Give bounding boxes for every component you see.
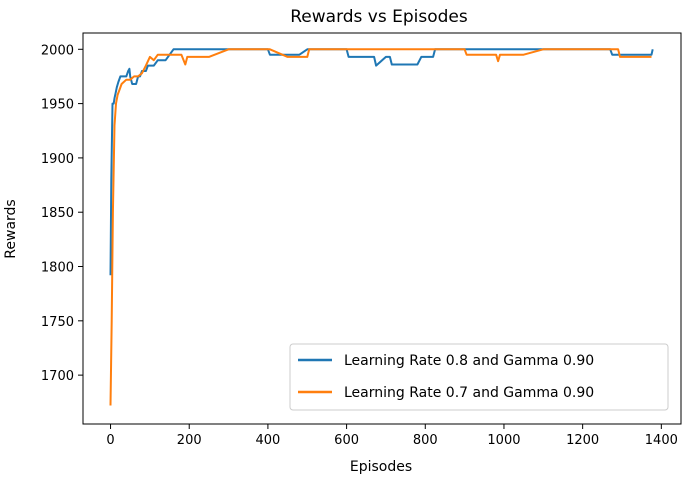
series-line-0 xyxy=(109,48,654,276)
y-tick-label: 1850 xyxy=(41,206,74,221)
y-tick-label: 2000 xyxy=(41,43,74,58)
y-axis-ticks: 1700 1750 1800 1850 1900 1950 2000 xyxy=(41,43,83,384)
plot-frame xyxy=(82,32,682,425)
y-tick-label: 1800 xyxy=(41,261,74,276)
legend-label-lr-0.8: Learning Rate 0.8 and Gamma 0.90 xyxy=(344,353,594,369)
x-tick-label: 1400 xyxy=(645,433,678,448)
series-line-1 xyxy=(109,48,652,406)
legend-box xyxy=(289,343,669,411)
y-tick-label: 1950 xyxy=(41,98,74,113)
y-tick-label: 1700 xyxy=(41,369,74,384)
y-tick-label: 1750 xyxy=(41,315,74,330)
x-tick-label: 800 xyxy=(413,433,438,448)
chart-title: Rewards vs Episodes xyxy=(290,7,468,27)
x-tick-label: 600 xyxy=(334,433,359,448)
x-tick-label: 0 xyxy=(106,433,114,448)
plot-series xyxy=(109,48,654,406)
x-tick-label: 1200 xyxy=(566,433,599,448)
x-tick-label: 200 xyxy=(177,433,202,448)
legend-label-lr-0.7: Learning Rate 0.7 and Gamma 0.90 xyxy=(344,385,594,401)
y-tick-label: 1900 xyxy=(41,152,74,167)
x-tick-label: 1000 xyxy=(487,433,520,448)
y-axis-label: Rewards xyxy=(3,199,19,258)
x-axis-ticks: 0 200 400 600 800 1000 1200 1400 xyxy=(106,424,678,448)
legend: Learning Rate 0.8 and Gamma 0.90 Learnin… xyxy=(289,343,669,411)
x-tick-label: 400 xyxy=(255,433,280,448)
x-axis-label: Episodes xyxy=(350,459,412,475)
